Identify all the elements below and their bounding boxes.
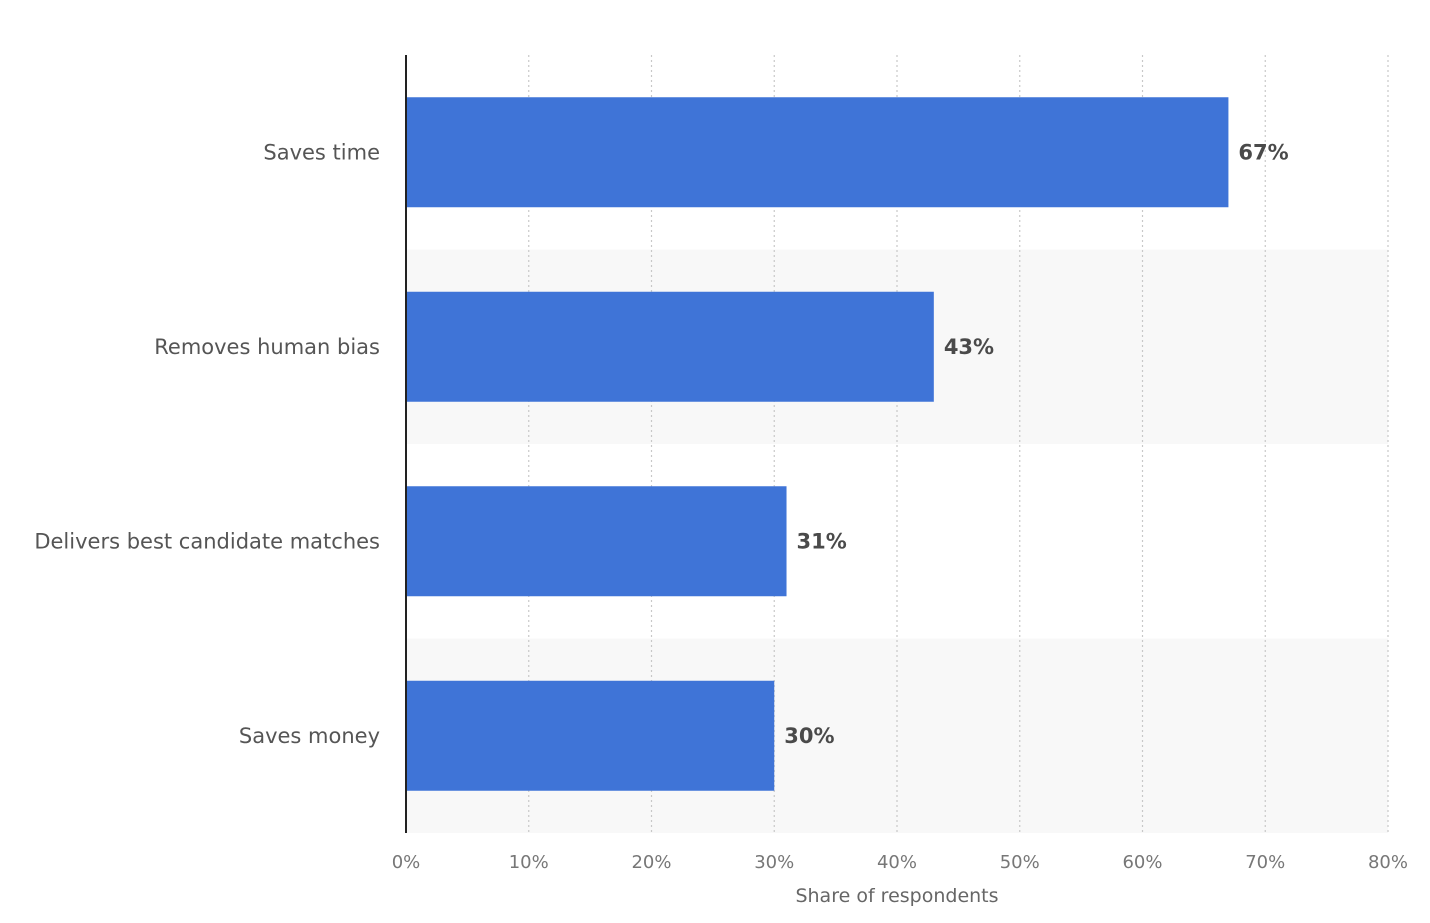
x-tick-label: 70% xyxy=(1245,852,1285,873)
x-tick-label: 40% xyxy=(877,852,917,873)
x-axis-title: Share of respondents xyxy=(795,885,998,907)
x-tick-label: 0% xyxy=(392,852,421,873)
x-tick-label: 60% xyxy=(1122,852,1162,873)
x-tick-labels: 0% 10% 20% 30% 40% 50% 60% 70% 80% xyxy=(392,852,1408,873)
category-label: Removes human bias xyxy=(154,335,380,359)
data-label: 30% xyxy=(784,724,834,748)
category-label: Saves time xyxy=(263,140,380,164)
category-label: Delivers best candidate matches xyxy=(34,529,380,553)
x-tick-label: 20% xyxy=(631,852,671,873)
data-label: 67% xyxy=(1238,140,1288,164)
x-tick-label: 50% xyxy=(1000,852,1040,873)
bars xyxy=(406,97,1229,791)
data-label: 43% xyxy=(944,335,994,359)
bar xyxy=(406,680,775,791)
x-tick-label: 30% xyxy=(754,852,794,873)
data-label: 31% xyxy=(797,529,847,553)
bar xyxy=(406,97,1229,208)
x-tick-label: 10% xyxy=(509,852,549,873)
category-labels: Saves time Removes human bias Delivers bes… xyxy=(34,140,380,748)
category-label: Saves money xyxy=(239,724,380,748)
data-labels: 67% 43% 31% 30% xyxy=(784,140,1288,748)
bar xyxy=(406,486,787,597)
bar xyxy=(406,291,934,402)
x-tick-label: 80% xyxy=(1368,852,1408,873)
